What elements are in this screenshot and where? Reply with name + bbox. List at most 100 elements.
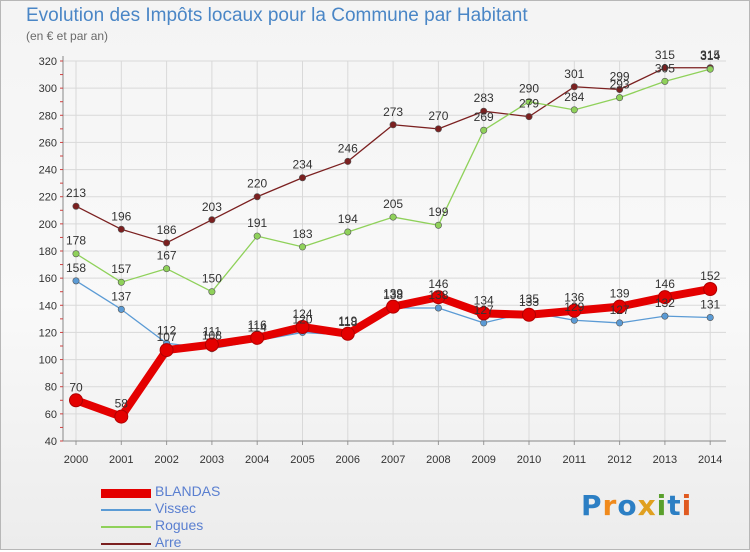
y-tick-label: 280 [39,110,57,122]
point-rogues [208,288,216,296]
data-label-blandas: 116 [248,318,267,332]
point-arre [344,157,352,165]
data-label-arre: 301 [564,67,584,81]
y-tick-label: 60 [45,409,57,421]
y-tick-label: 320 [39,56,57,68]
data-label-blandas: 111 [203,325,222,339]
y-tick-label: 220 [39,192,57,204]
point-arre [72,202,80,210]
data-label-arre: 315 [700,48,720,62]
x-tick-label: 2004 [245,454,269,466]
y-tick-label: 180 [39,246,57,258]
logo-letter: i [681,489,693,522]
data-label-vissec: 138 [428,288,448,302]
chart-subtitle: (en € et par an) [26,29,109,43]
data-label-arre: 234 [292,158,312,172]
data-label-blandas: 152 [700,269,720,283]
data-label-vissec: 118 [338,315,357,329]
point-rogues [570,106,578,114]
y-tick-label: 300 [39,83,57,95]
data-label-blandas: 107 [157,330,177,344]
point-blandas [386,299,401,314]
x-tick-label: 2006 [336,454,360,466]
data-label-vissec: 108 [202,329,222,343]
data-label-vissec: 120 [292,312,312,326]
y-tick-label: 80 [45,382,57,394]
data-label-blandas: 146 [428,277,448,291]
data-label-rogues: 194 [338,212,358,226]
data-label-rogues: 305 [655,61,675,75]
point-arre [253,193,261,201]
data-label-vissec: 129 [564,300,584,314]
legend-label-arre: Arre [155,534,182,550]
data-label-vissec: 112 [157,323,176,337]
point-arre [389,121,397,129]
data-label-rogues: 191 [247,216,267,230]
legend-swatch-rogues [101,526,151,528]
point-rogues [616,94,624,102]
x-tick-label: 2001 [109,454,133,466]
legend-swatch-blandas [101,488,151,498]
data-label-rogues: 314 [700,49,720,63]
y-tick-label: 100 [39,355,57,367]
x-tick-label: 2008 [426,454,450,466]
logo-letter: P [581,489,603,522]
chart-title: Evolution des Impôts locaux pour la Comm… [26,5,528,26]
point-blandas [159,343,174,358]
data-label-arre: 270 [428,109,448,123]
point-blandas [431,290,446,305]
data-label-vissec: 127 [610,303,630,317]
point-arre [661,64,669,72]
point-blandas [567,303,582,318]
data-label-vissec: 137 [111,289,131,303]
point-rogues [117,278,125,286]
data-label-rogues: 183 [292,227,312,241]
point-blandas [612,299,627,314]
point-rogues [344,228,352,236]
logo-letter: o [617,489,638,522]
data-label-arre: 220 [247,177,267,191]
data-label-arre: 213 [66,186,86,200]
point-rogues [163,265,171,273]
data-label-vissec: 158 [66,261,86,275]
y-tick-label: 140 [39,300,57,312]
point-blandas [476,306,491,321]
point-blandas [204,337,219,352]
data-label-arre: 203 [202,200,222,214]
point-arre [163,239,171,247]
point-vissec [616,319,624,327]
x-tick-label: 2011 [562,454,586,466]
data-label-blandas: 124 [292,307,312,321]
y-tick-label: 260 [39,137,57,149]
data-label-arre: 283 [474,91,494,105]
y-tick-label: 200 [39,219,57,231]
legend-item-vissec: Vissec [101,500,301,518]
point-rogues [72,250,80,258]
point-blandas [114,409,129,424]
data-label-blandas: 139 [610,287,630,301]
data-label-vissec: 138 [383,288,403,302]
data-label-blandas: 146 [655,277,675,291]
data-label-rogues: 178 [66,234,86,248]
point-rogues [389,213,397,221]
point-vissec [117,305,125,313]
point-vissec [434,304,442,312]
point-rogues [253,232,261,240]
x-tick-label: 2002 [154,454,178,466]
data-label-rogues: 290 [519,82,539,96]
point-arre [208,216,216,224]
data-label-rogues: 199 [428,205,448,219]
point-blandas [69,393,83,408]
point-rogues [661,77,669,85]
point-vissec [706,313,714,321]
point-vissec [570,316,578,324]
grid [63,60,726,442]
data-label-blandas: 136 [564,291,584,305]
legend-label-vissec: Vissec [155,500,196,516]
data-label-rogues: 205 [383,197,403,211]
legend-swatch-arre [101,543,151,545]
legend-item-rogues: Rogues [101,517,301,535]
data-label-blandas: 70 [69,380,83,394]
y-tick-label: 40 [45,436,57,448]
